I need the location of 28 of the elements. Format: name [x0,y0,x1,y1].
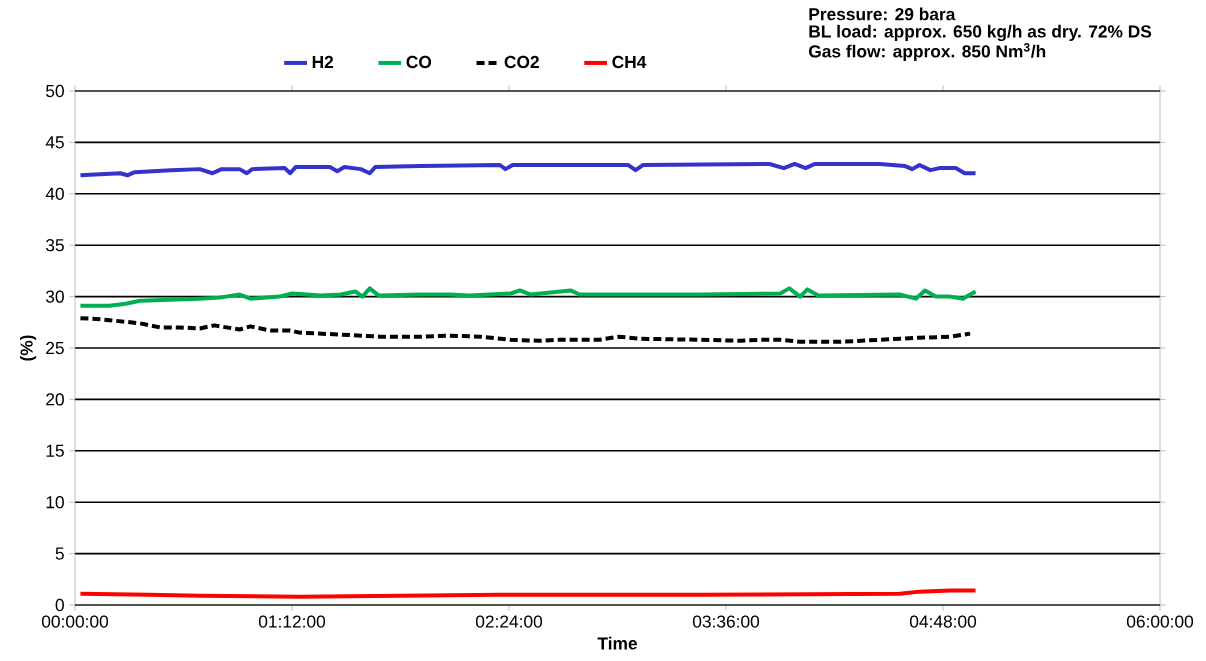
x-tick-label: 02:24:00 [475,615,543,628]
text: Pressure: 29 bara [809,7,956,21]
y-tick-label: 50 [46,84,64,98]
x-tick-label: 04:48:00 [909,615,977,628]
y-tick-label: 25 [46,341,64,355]
legend-label: CO [406,55,432,69]
y-tick-label: 15 [46,444,64,457]
text: BL load: approx. 650 kg/h as dry. 72% DS [809,24,1152,42]
x-axis-title: Time [597,636,637,650]
x-tick-label: 01:12:00 [258,615,326,628]
y-tick-label: 45 [45,136,64,149]
x-tick-label: 03:36:00 [692,615,760,628]
y-tick-label: 35 [45,239,64,252]
legend-label: CH4 [612,55,647,69]
y-tick-label: 0 [55,598,64,612]
legend-label: H2 [312,55,334,68]
text: Gas flow: approx. 850 Nm$^{3}$/h [808,43,1046,61]
y-tick-label: 40 [45,187,64,200]
y-tick-label: 10 [46,496,64,509]
y-tick-label: 30 [45,290,64,303]
y-axis-title: (%) [20,335,37,361]
line-series [78,588,978,599]
x-tick-label: 00:00:00 [41,615,109,628]
x-tick-label: 06:00:00 [1126,615,1194,628]
line-series [78,286,978,308]
y-tick-label: 20 [46,393,64,406]
legend-label: CO2 [504,55,539,69]
y-tick-label: 5 [55,547,64,560]
